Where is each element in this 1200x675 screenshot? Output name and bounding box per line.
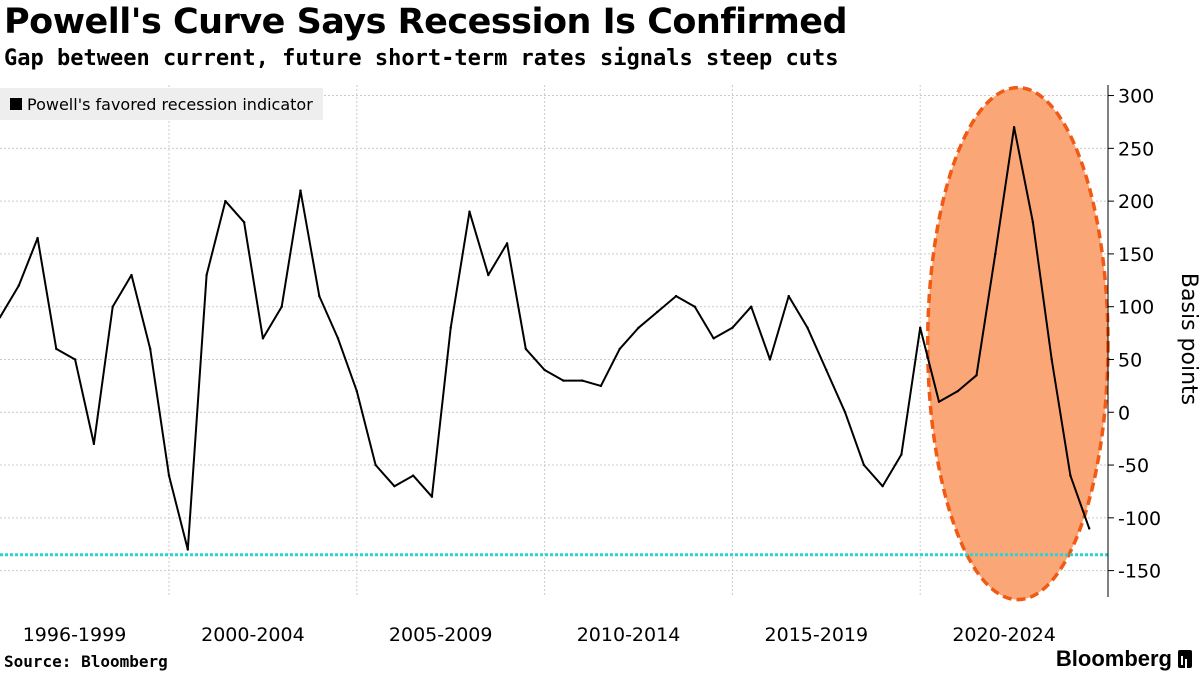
data-point <box>355 389 359 393</box>
data-point <box>787 294 790 298</box>
x-axis-labels: 1996-1999 2000-2004 2005-2009 2010-2014 2015… <box>23 624 1056 646</box>
y-tick-label: 300 <box>1118 86 1154 108</box>
data-point <box>449 326 452 330</box>
x-tick-label: 2005-2009 <box>389 624 493 646</box>
data-point <box>55 347 58 351</box>
x-tick-label: 2000-2004 <box>201 624 305 646</box>
data-point <box>1088 527 1091 530</box>
data-point <box>36 236 39 240</box>
data-point <box>393 484 396 488</box>
data-point <box>186 548 189 551</box>
data-point <box>524 347 528 351</box>
data-point <box>505 242 509 245</box>
data-point <box>242 221 246 224</box>
data-point <box>919 326 922 330</box>
data-point <box>881 484 884 488</box>
data-point <box>430 495 434 498</box>
data-point <box>149 347 152 351</box>
data-point <box>712 337 715 340</box>
data-point <box>299 189 302 192</box>
data-point <box>937 400 941 403</box>
data-point <box>130 273 133 277</box>
data-point <box>674 294 678 298</box>
data-point <box>261 337 265 340</box>
brand-name: Bloomberg <box>1055 646 1172 671</box>
data-point <box>768 358 772 361</box>
highlight-ellipse <box>925 85 1110 602</box>
y-tick-label: 50 <box>1118 349 1142 371</box>
data-point <box>656 310 659 314</box>
data-point <box>411 474 415 477</box>
data-point <box>224 199 227 203</box>
data-point <box>111 305 114 308</box>
y-axis-label: Basis points <box>1176 273 1200 405</box>
data-point <box>1050 358 1053 361</box>
y-tick-label: -100 <box>1118 508 1161 530</box>
data-point <box>900 453 903 456</box>
data-point <box>92 442 96 446</box>
y-tick-label: 200 <box>1118 191 1154 213</box>
data-point <box>336 337 340 340</box>
chart-subtitle: Gap between current, future short-term r… <box>4 46 839 71</box>
x-tick-label: 1996-1999 <box>23 624 127 646</box>
y-tick-label: -50 <box>1118 455 1149 477</box>
data-point <box>1031 221 1035 224</box>
data-point <box>975 374 978 377</box>
data-point <box>618 347 621 351</box>
data-point <box>825 368 828 372</box>
source-note: Source: Bloomberg <box>4 652 168 671</box>
data-point <box>280 305 283 308</box>
data-point <box>637 326 640 330</box>
data-point <box>994 252 997 256</box>
bloomberg-icon <box>1178 650 1192 668</box>
x-tick-label: 2010-2014 <box>577 624 681 646</box>
x-tick-label: 2020-2024 <box>952 624 1056 646</box>
data-point <box>693 305 697 308</box>
data-point <box>731 326 734 330</box>
data-point <box>1012 126 1016 129</box>
data-point <box>468 210 471 213</box>
y-tick-label: -150 <box>1118 561 1161 583</box>
data-point <box>956 389 959 393</box>
data-point <box>487 273 490 277</box>
data-point <box>862 463 866 467</box>
data-point <box>1069 474 1072 477</box>
data-point <box>318 294 321 298</box>
data-point <box>0 316 2 319</box>
data-point <box>374 463 377 467</box>
data-point <box>167 474 171 477</box>
chart-title: Powell's Curve Says Recession Is Confirm… <box>4 2 848 42</box>
y-tick-label: 250 <box>1118 138 1154 160</box>
data-point <box>543 368 546 372</box>
y-tick-label: 0 <box>1118 402 1130 424</box>
x-tick-label: 2015-2019 <box>765 624 869 646</box>
data-point <box>599 384 603 388</box>
data-point <box>806 326 809 330</box>
legend-swatch <box>10 98 22 110</box>
data-point <box>73 358 77 361</box>
legend-label: Powell's favored recession indicator <box>27 94 313 114</box>
series-layer <box>0 126 1091 551</box>
data-point <box>562 379 565 382</box>
data-point <box>17 284 20 287</box>
legend: Powell's favored recession indicator <box>0 88 323 120</box>
data-point <box>580 379 584 382</box>
data-point <box>843 411 847 414</box>
y-tick-label: 100 <box>1118 297 1154 319</box>
y-tick-label: 150 <box>1118 244 1154 266</box>
brand-logo: Bloomberg <box>1056 646 1192 672</box>
data-point <box>749 305 753 308</box>
y-axis: 300 250 200 150 100 50 0 -50 -100 -150 <box>1107 85 1161 597</box>
highlight-layer <box>925 85 1110 602</box>
data-point <box>205 273 208 277</box>
